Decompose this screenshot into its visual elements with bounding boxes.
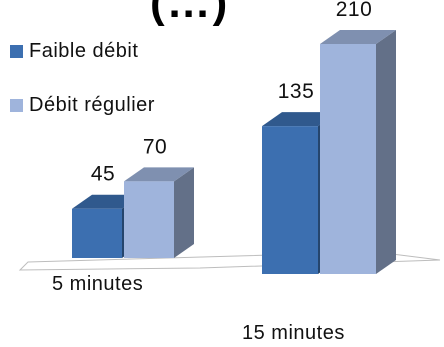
legend-item-debit-regulier: Débit régulier — [10, 94, 155, 117]
legend-item-faible-debit: Faible débit — [10, 40, 138, 63]
category-label-1: 15 minutes — [242, 322, 345, 344]
category-label-0: 5 minutes — [52, 273, 143, 295]
bar-1-0 — [124, 167, 194, 258]
bar-front-0-0 — [72, 208, 122, 258]
legend-swatch-faible-debit — [10, 45, 23, 58]
bar-side-1-0 — [174, 167, 194, 258]
chart-title: (…) — [150, 0, 230, 27]
bar-front-0-1 — [262, 126, 318, 275]
bar-top-1-0 — [124, 167, 194, 182]
legend-label-faible-debit: Faible débit — [29, 40, 139, 62]
bar-front-1-1 — [320, 44, 376, 274]
data-label-0-1: 135 — [278, 80, 315, 103]
legend-label-debit-regulier: Débit régulier — [29, 94, 155, 116]
bar-1-1 — [320, 30, 396, 274]
data-label-1-1: 210 — [336, 0, 373, 21]
data-label-1-0: 70 — [143, 135, 167, 158]
data-label-0-0: 45 — [91, 163, 115, 186]
bar-top-0-1 — [262, 112, 338, 127]
legend-swatch-debit-regulier — [10, 99, 23, 112]
bar-top-1-1 — [320, 30, 396, 44]
bar-side-1-1 — [376, 30, 396, 274]
bar-front-1-0 — [124, 181, 174, 258]
